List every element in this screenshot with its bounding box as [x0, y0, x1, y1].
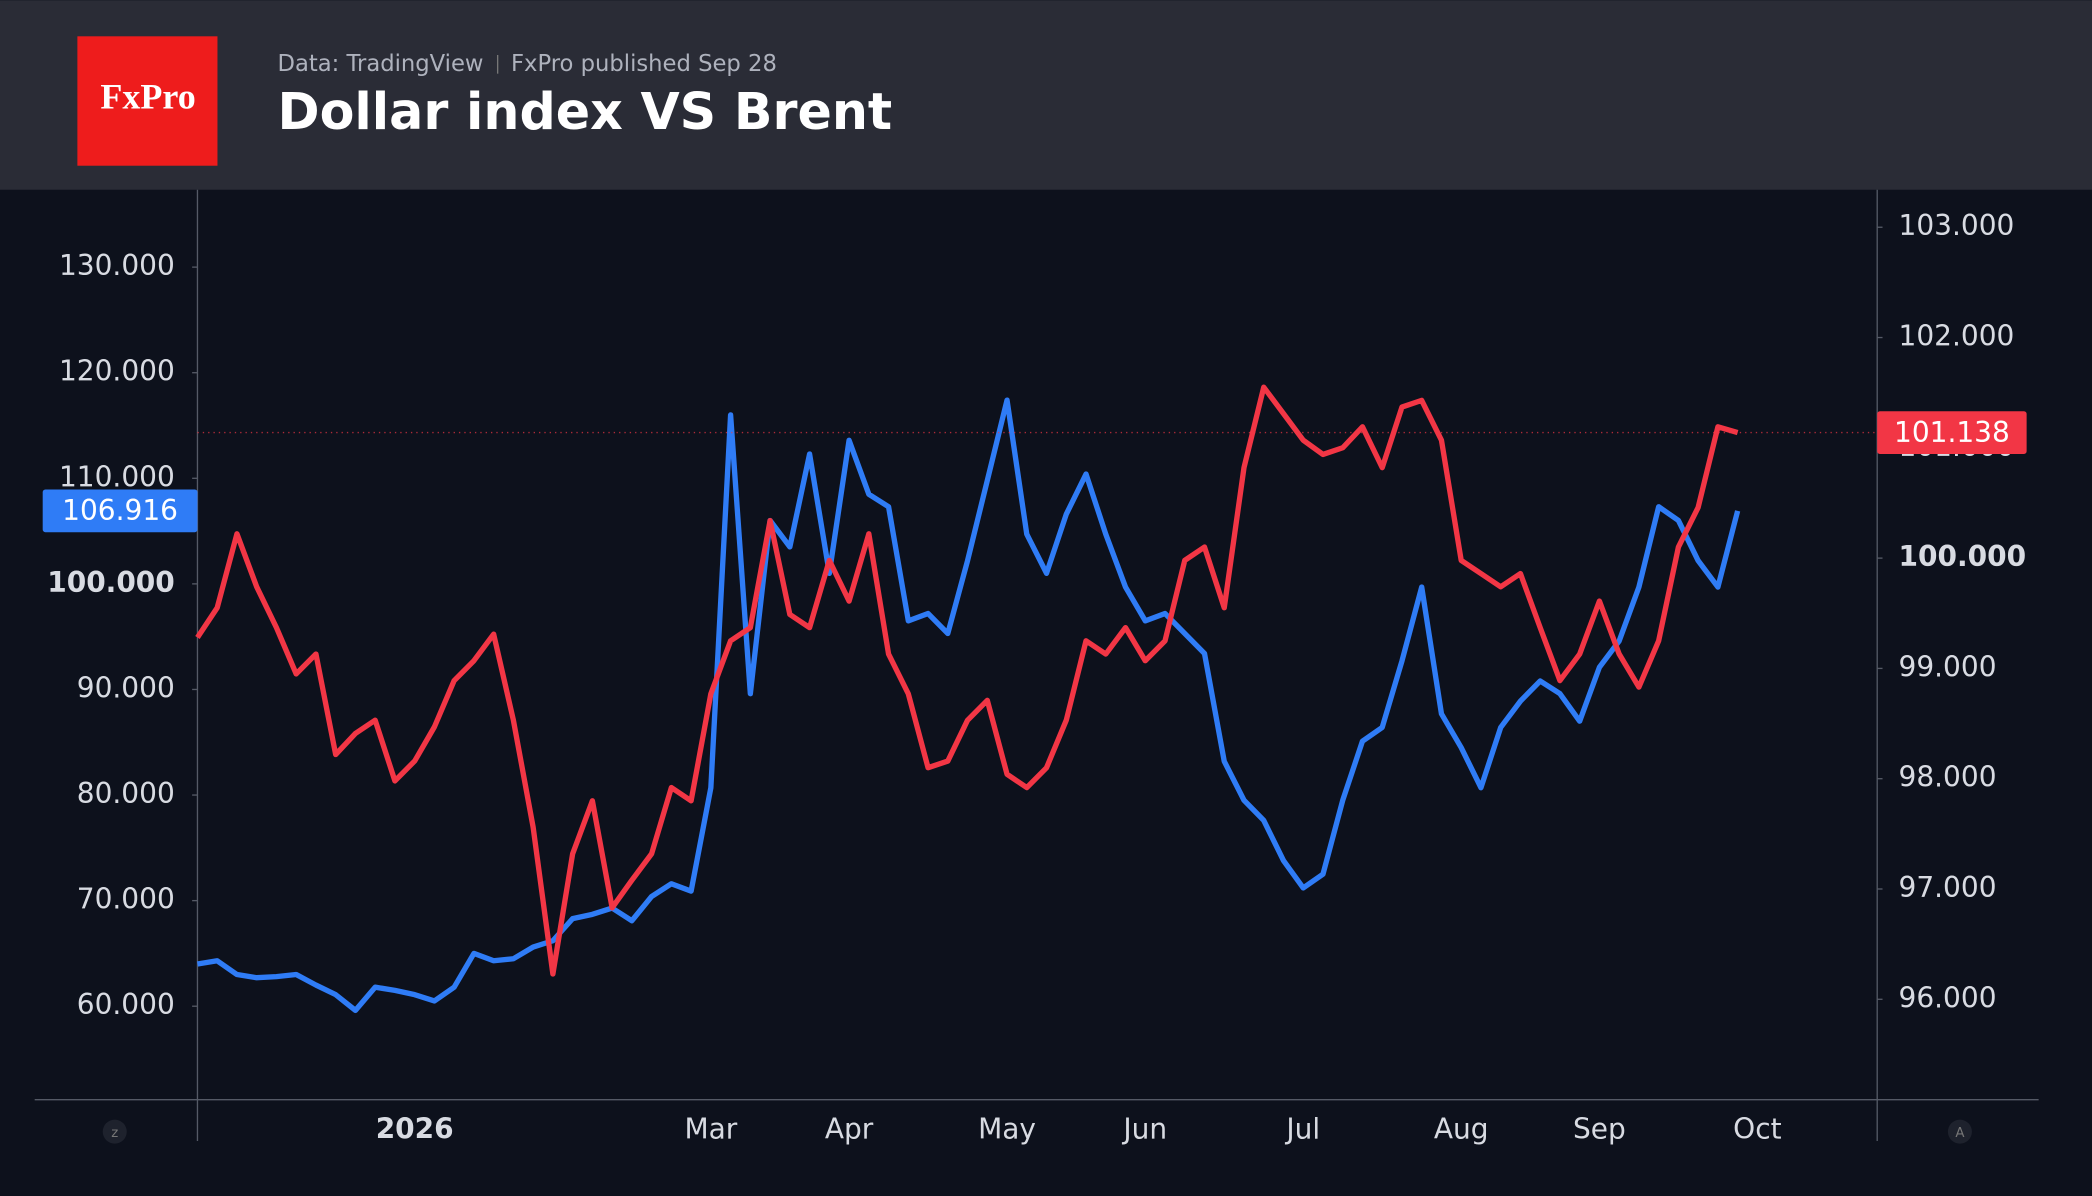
- x-tick-label: Jul: [1284, 1112, 1320, 1145]
- y-tick-label: 110.000: [59, 460, 175, 493]
- last-value-box: [42, 489, 198, 533]
- last-value-label: 101.138: [1894, 416, 2010, 449]
- y2-tick-label: 100.000: [1899, 540, 2027, 573]
- x-tick-label: Apr: [825, 1112, 874, 1145]
- last-value-label: 106.916: [62, 494, 178, 527]
- y2-tick-label: 97.000: [1899, 871, 1997, 904]
- y-tick-label: 70.000: [77, 883, 175, 916]
- x-tick-label: Jun: [1121, 1112, 1167, 1145]
- x-tick-label: Aug: [1434, 1112, 1489, 1145]
- y2-tick-label: 103.000: [1899, 209, 2015, 242]
- y-tick-label: 60.000: [77, 988, 175, 1021]
- publisher: FxPro published Sep 28: [511, 51, 777, 77]
- x-tick-label: 2026: [376, 1112, 454, 1145]
- corner-button-label[interactable]: A: [1955, 1126, 1964, 1141]
- y2-tick-label: 98.000: [1899, 761, 1997, 794]
- source: Data: TradingView: [278, 51, 484, 77]
- y-tick-label: 100.000: [47, 566, 175, 599]
- y2-tick-label: 102.000: [1899, 320, 2015, 353]
- x-tick-label: Sep: [1573, 1112, 1626, 1145]
- y2-tick-label: 99.000: [1899, 650, 1997, 683]
- x-tick-label: May: [978, 1112, 1036, 1145]
- corner-button-label[interactable]: z: [111, 1126, 118, 1141]
- y-tick-label: 120.000: [59, 355, 175, 388]
- series-line: [197, 397, 1741, 1014]
- chart-title: Dollar index VS Brent: [278, 82, 893, 141]
- x-tick-label: Mar: [684, 1112, 737, 1145]
- x-tick-label: Oct: [1733, 1112, 1781, 1145]
- logo-box: [77, 36, 218, 166]
- y2-tick-label: 96.000: [1899, 981, 1997, 1014]
- corner-button[interactable]: [1947, 1119, 1972, 1144]
- y-tick-label: 130.000: [59, 249, 175, 282]
- series-line: [195, 384, 1739, 977]
- header: [0, 0, 2092, 190]
- y-tick-label: 90.000: [77, 671, 175, 704]
- corner-button[interactable]: [102, 1119, 127, 1144]
- last-value-box: [1877, 411, 2027, 454]
- logo: FxPro: [100, 77, 195, 117]
- y-tick-label: 80.000: [77, 777, 175, 810]
